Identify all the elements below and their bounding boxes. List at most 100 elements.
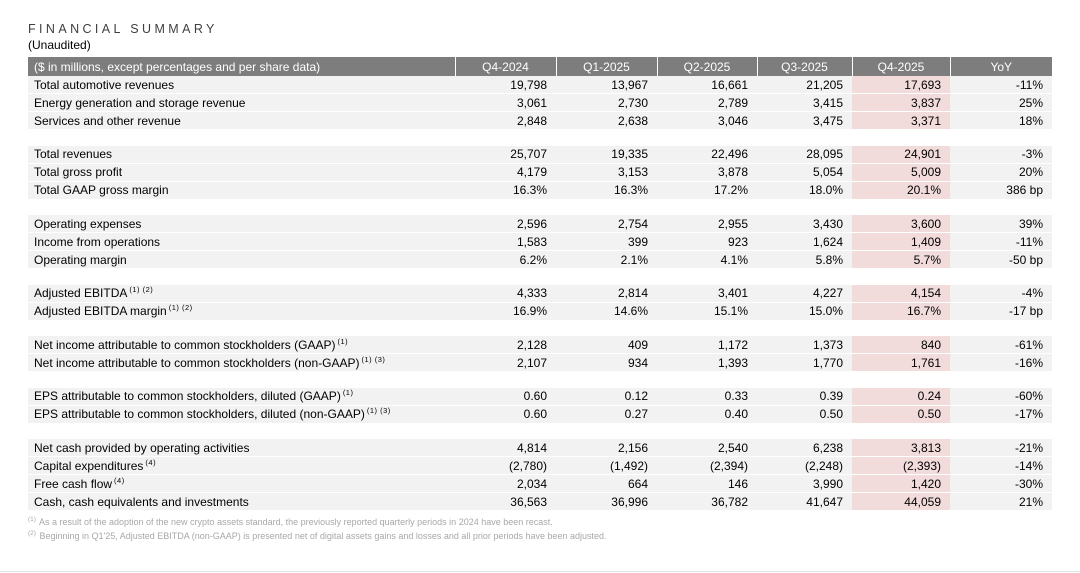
cell-yoy: -50 bp <box>950 250 1052 269</box>
row-label: Total automotive revenues <box>28 76 455 94</box>
cell-q4-2024: 0.60 <box>455 405 556 424</box>
table-row: Adjusted EBITDA margin (1) (2) 16.9% 14.6% 1… <box>28 302 1052 321</box>
cell-q2-2025: 0.33 <box>657 387 757 406</box>
row-label: Net income attributable to common stockh… <box>28 353 455 372</box>
cell-q1-2025: 399 <box>556 232 657 251</box>
cell-q1-2025: 13,967 <box>556 76 657 94</box>
row-label: Operating margin <box>28 250 455 269</box>
cell-yoy: 21% <box>950 492 1052 511</box>
cell-q2-2025: 3,401 <box>657 284 757 303</box>
table-row: Cash, cash equivalents and investments 36… <box>28 492 1052 511</box>
cell-q4-2025: 3,837 <box>852 93 950 112</box>
footnote-marker: (1) (2) <box>129 285 154 294</box>
cell-q4-2025: 840 <box>852 336 950 354</box>
footnote-marker: (1) <box>28 516 36 523</box>
table-row: Income from operations 1,583 399 923 1,624 1,… <box>28 232 1052 251</box>
cell-q2-2025: 1,172 <box>657 336 757 354</box>
row-label: Capital expenditures (4) <box>28 456 455 475</box>
cell-q3-2025: 4,227 <box>757 284 852 303</box>
section-spacer-row <box>28 129 1052 146</box>
cell-q4-2025: 1,420 <box>852 474 950 493</box>
row-label: Net income attributable to common stockh… <box>28 336 455 354</box>
table-row: Capital expenditures (4) (2,780) (1,492) (2,… <box>28 456 1052 475</box>
cell-q4-2025: 1,761 <box>852 353 950 372</box>
cell-q4-2024: 4,333 <box>455 284 556 303</box>
cell-q2-2025: 15.1% <box>657 302 757 321</box>
cell-q1-2025: 14.6% <box>556 302 657 321</box>
row-label: Net cash provided by operating activitie… <box>28 439 455 457</box>
table-row: Services and other revenue 2,848 2,638 3,04… <box>28 111 1052 130</box>
cell-q4-2024: 2,848 <box>455 111 556 130</box>
cell-q4-2024: 19,798 <box>455 76 556 94</box>
table-row: Adjusted EBITDA (1) (2) 4,333 2,814 3,401 4,2… <box>28 284 1052 303</box>
financial-summary-page: FINANCIAL SUMMARY (Unaudited) ($ in mill… <box>28 22 1052 543</box>
cell-yoy: 20% <box>950 163 1052 182</box>
cell-yoy: -16% <box>950 353 1052 372</box>
page-subtitle: (Unaudited) <box>28 38 91 52</box>
cell-yoy: -17% <box>950 405 1052 424</box>
cell-q2-2025: (2,394) <box>657 456 757 475</box>
row-label: EPS attributable to common stockholders,… <box>28 405 455 424</box>
cell-yoy: -11% <box>950 76 1052 94</box>
cell-q4-2024: 16.9% <box>455 302 556 321</box>
cell-yoy: -60% <box>950 387 1052 406</box>
cell-yoy: -30% <box>950 474 1052 493</box>
section-spacer-row <box>28 423 1052 439</box>
cell-yoy: 25% <box>950 93 1052 112</box>
spacer-cell <box>28 320 1052 336</box>
cell-q4-2025: 0.50 <box>852 405 950 424</box>
cell-q4-2024: 1,583 <box>455 232 556 251</box>
cell-q4-2025: 5,009 <box>852 163 950 182</box>
cell-yoy: -21% <box>950 439 1052 457</box>
cell-q1-2025: 409 <box>556 336 657 354</box>
cell-q3-2025: 6,238 <box>757 439 852 457</box>
cell-q4-2024: 0.60 <box>455 387 556 406</box>
spacer-cell <box>28 268 1052 285</box>
table-row: Energy generation and storage revenue 3,0… <box>28 93 1052 112</box>
row-label: Total gross profit <box>28 163 455 182</box>
spacer-cell <box>28 199 1052 215</box>
bottom-divider <box>0 571 1080 572</box>
table-row: Free cash flow (4) 2,034 664 146 3,990 1,420 -3… <box>28 474 1052 493</box>
cell-q2-2025: 3,878 <box>657 163 757 182</box>
cell-q3-2025: 0.39 <box>757 387 852 406</box>
table-row: Net income attributable to common stockh… <box>28 353 1052 372</box>
cell-q1-2025: (1,492) <box>556 456 657 475</box>
cell-q2-2025: 146 <box>657 474 757 493</box>
cell-q1-2025: 2,754 <box>556 215 657 233</box>
row-label: Services and other revenue <box>28 111 455 130</box>
cell-q4-2024: 6.2% <box>455 250 556 269</box>
cell-q4-2024: 2,596 <box>455 215 556 233</box>
cell-q3-2025: 1,373 <box>757 336 852 354</box>
cell-q2-2025: 2,955 <box>657 215 757 233</box>
table-row: EPS attributable to common stockholders,… <box>28 405 1052 424</box>
cell-yoy: -3% <box>950 145 1052 164</box>
cell-q2-2025: 2,540 <box>657 439 757 457</box>
cell-q3-2025: (2,248) <box>757 456 852 475</box>
cell-q4-2025: 3,371 <box>852 111 950 130</box>
page-title: FINANCIAL SUMMARY <box>28 22 218 36</box>
cell-q2-2025: 17.2% <box>657 181 757 200</box>
cell-q4-2025: 4,154 <box>852 284 950 303</box>
table-row: Total automotive revenues 19,798 13,967 16,… <box>28 76 1052 94</box>
footnote-marker: (1) <box>342 388 354 397</box>
spacer-cell <box>28 371 1052 388</box>
cell-q2-2025: 16,661 <box>657 76 757 94</box>
cell-yoy: -61% <box>950 336 1052 354</box>
cell-q3-2025: 3,415 <box>757 93 852 112</box>
cell-q4-2025: 24,901 <box>852 145 950 164</box>
column-header-q2-2025: Q2-2025 <box>656 57 757 76</box>
footnotes: (1) As a result of the adoption of the n… <box>28 516 1052 543</box>
cell-q1-2025: 934 <box>556 353 657 372</box>
cell-yoy: 386 bp <box>950 181 1052 200</box>
cell-q1-2025: 2,156 <box>556 439 657 457</box>
cell-q4-2024: 25,707 <box>455 145 556 164</box>
row-label: Cash, cash equivalents and investments <box>28 492 455 511</box>
cell-q4-2024: 2,107 <box>455 353 556 372</box>
row-label: Total GAAP gross margin <box>28 181 455 200</box>
cell-q4-2025: 16.7% <box>852 302 950 321</box>
cell-yoy: -17 bp <box>950 302 1052 321</box>
cell-q1-2025: 0.27 <box>556 405 657 424</box>
cell-q3-2025: 5,054 <box>757 163 852 182</box>
cell-q4-2025: 3,813 <box>852 439 950 457</box>
